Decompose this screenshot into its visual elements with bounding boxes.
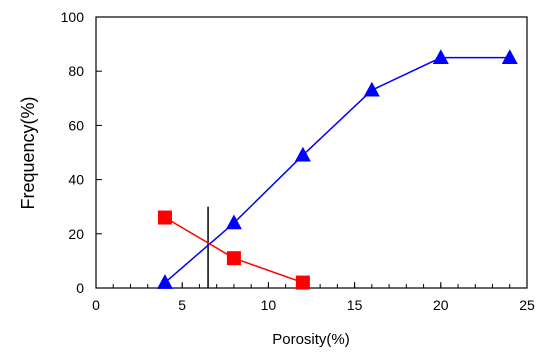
triangle-marker xyxy=(432,49,449,64)
y-tick-label: 80 xyxy=(68,63,84,79)
y-tick-label: 0 xyxy=(76,280,84,296)
square-marker xyxy=(295,275,310,290)
square-marker xyxy=(157,210,172,225)
y-axis-title: Frequency(%) xyxy=(18,96,38,209)
square-marker xyxy=(226,251,241,266)
triangle-marker xyxy=(156,274,173,289)
x-tick-label: 25 xyxy=(519,297,535,313)
x-tick-label: 15 xyxy=(347,297,363,313)
x-axis-title: Porosity(%) xyxy=(272,331,350,348)
triangle-marker xyxy=(294,146,311,162)
y-tick-label: 60 xyxy=(68,117,84,133)
triangle-marker xyxy=(225,214,242,230)
ticks: 0 5 10 15 20 25 0 20 40 60 80 100 xyxy=(61,9,535,313)
series-line-1 xyxy=(164,56,510,284)
plot-frame xyxy=(95,16,528,289)
x-tick-label: 10 xyxy=(261,297,277,313)
x-tick-label: 20 xyxy=(433,297,449,313)
axes xyxy=(95,16,528,289)
y-tick-label: 100 xyxy=(61,9,85,25)
triangle-marker xyxy=(363,81,380,97)
series-layer xyxy=(156,49,518,290)
y-tick-label: 20 xyxy=(68,226,84,242)
x-tick-label: 0 xyxy=(92,297,100,313)
y-tick-label: 40 xyxy=(68,172,84,188)
x-tick-label: 5 xyxy=(178,297,186,313)
triangle-marker xyxy=(501,49,518,64)
